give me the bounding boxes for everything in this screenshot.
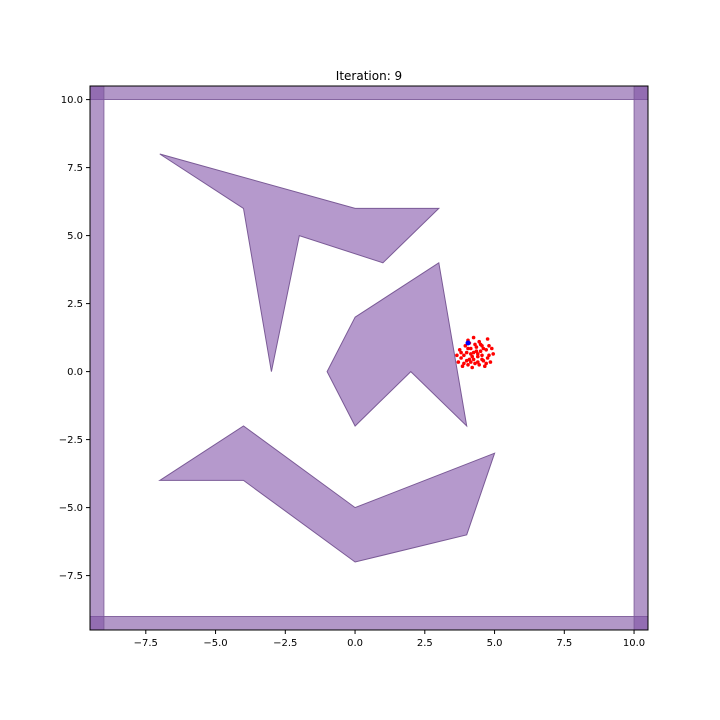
particle-point [480, 353, 484, 358]
particle-point [491, 352, 496, 356]
particle-point [477, 363, 482, 367]
particles-layer [455, 335, 496, 370]
x-tick-label: 5.0 [487, 638, 503, 649]
wall-2 [89, 85, 105, 631]
x-tick-label: −7.5 [134, 638, 158, 649]
plot-frame [89, 85, 649, 631]
chart-title: Iteration: 9 [336, 69, 402, 83]
particle-point [476, 360, 480, 364]
particle-point [462, 361, 466, 366]
wall-0 [89, 85, 649, 101]
particle-point [469, 352, 473, 356]
y-tick-label: 5.0 [67, 231, 83, 242]
particle-point [487, 344, 491, 348]
particle-point [456, 360, 461, 364]
x-tick-label: −2.5 [273, 638, 297, 649]
y-tick-label: 10.0 [61, 95, 83, 106]
particle-point [484, 348, 489, 352]
particle-point [471, 335, 476, 340]
particle-point [485, 356, 490, 360]
particle-point [483, 364, 487, 369]
particle-point [473, 342, 477, 347]
particle-point [474, 345, 479, 349]
particle-point [488, 360, 493, 364]
particle-point [460, 364, 465, 369]
obstacles-layer [158, 153, 496, 563]
particle-point [469, 360, 473, 364]
particle-point [459, 356, 463, 360]
x-tick-label: 2.5 [417, 638, 433, 649]
particle-point [466, 363, 470, 367]
y-tick-label: 7.5 [67, 163, 83, 174]
particle-point [474, 349, 479, 354]
x-tick-label: 7.5 [556, 638, 572, 649]
particle-point [480, 357, 484, 362]
particle-point [478, 349, 483, 354]
particle-point [476, 352, 480, 356]
particle-point [459, 350, 463, 355]
y-tick-label: 0.0 [67, 367, 83, 378]
particle-point [464, 358, 469, 363]
y-tick-label: −2.5 [59, 435, 83, 446]
y-axis: −7.5 −5.0 −2.5 0.0 2.5 5.0 7.5 10.0 [59, 95, 90, 582]
particle-point [469, 346, 473, 351]
particle-point [473, 361, 477, 366]
obstacle-0 [159, 153, 441, 372]
y-tick-label: −5.0 [59, 503, 83, 514]
x-tick-label: −5.0 [203, 638, 227, 649]
x-tick-label: 0.0 [347, 638, 363, 649]
obstacle-2 [158, 425, 496, 563]
x-axis: −7.5 −5.0 −2.5 0.0 2.5 5.0 7.5 10.0 [134, 630, 645, 649]
particle-point [470, 354, 475, 359]
particle-point [462, 353, 466, 358]
particle-point [471, 350, 476, 355]
x-tick-label: 10.0 [623, 638, 645, 649]
particle-point [481, 346, 486, 351]
particle-point [476, 354, 480, 359]
particle-point [470, 365, 475, 370]
particle-point [487, 353, 491, 358]
particle-point [463, 344, 468, 348]
obstacle-1 [326, 261, 468, 428]
particle-point [464, 350, 469, 355]
wall-3 [633, 85, 649, 631]
particle-point [477, 339, 482, 344]
particle-point [484, 361, 489, 366]
estimate-layer [465, 340, 471, 346]
particle-point [485, 337, 490, 341]
particle-point [467, 357, 472, 362]
estimate-point [465, 340, 471, 346]
particle-point [455, 353, 459, 358]
particle-point [471, 357, 476, 362]
wall-1 [89, 616, 649, 631]
particle-point [457, 348, 462, 352]
particle-point [490, 346, 494, 351]
y-tick-label: 2.5 [67, 299, 83, 310]
y-tick-label: −7.5 [59, 571, 83, 582]
particle-point [466, 346, 470, 351]
particle-point [478, 342, 483, 347]
